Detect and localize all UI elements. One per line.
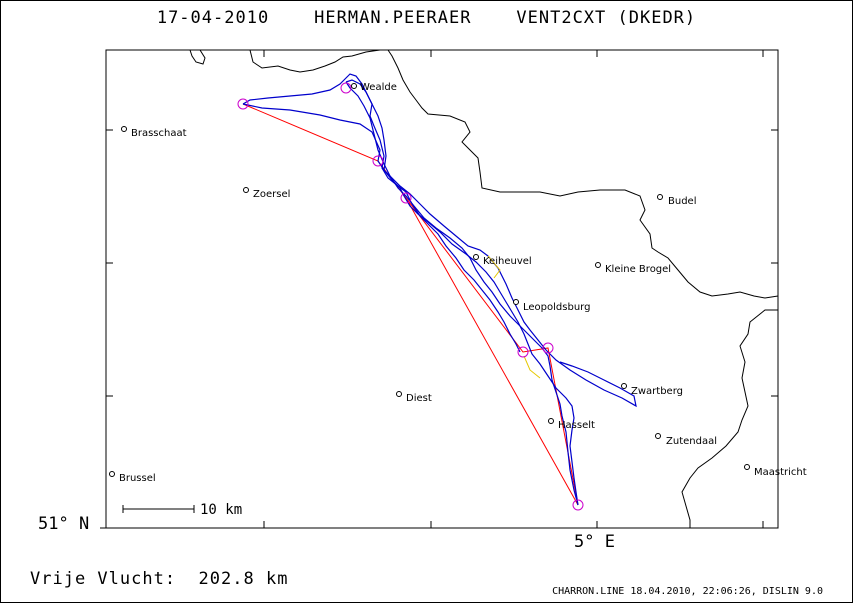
town-label-brasschaat: Brasschaat [131, 128, 187, 139]
plot-area [105, 49, 779, 529]
town-marker-maastricht [744, 464, 750, 470]
turnpoint-2 [340, 82, 352, 94]
latitude-label: 51° N [38, 514, 90, 534]
turnpoint-start [237, 98, 249, 110]
summary-label: Vrije Vlucht: [30, 569, 177, 589]
flight-date: 17-04-2010 [156, 8, 270, 28]
pilot-name: HERMAN.PEERAER [314, 8, 472, 28]
summary-distance: 202.8 km [198, 569, 289, 589]
turnpoint-4 [517, 346, 529, 358]
turnpoint-3 [400, 192, 412, 204]
flight-title: 17-04-2010 HERMAN.PEERAER VENT2CXT (DKED… [0, 8, 853, 28]
town-marker-hasselt [548, 418, 554, 424]
turnpoints [237, 82, 584, 511]
track-gap-2 [523, 355, 541, 379]
town-marker-zwartberg [621, 383, 627, 389]
turnpoint-finish [572, 499, 584, 511]
town-label-zoersel: Zoersel [253, 189, 290, 200]
town-marker-zutendaal [655, 433, 661, 439]
town-marker-brasschaat [121, 126, 127, 132]
town-marker-budel [657, 194, 663, 200]
glider-name: VENT2CXT (DKEDR) [516, 8, 697, 28]
track-gap [487, 255, 501, 279]
town-label-leopoldsburg: Leopoldsburg [523, 302, 590, 313]
town-marker-brussel [109, 471, 115, 477]
town-label-maastricht: Maastricht [754, 467, 807, 478]
town-label-wealde: Wealde [360, 82, 397, 93]
town-label-brussel: Brussel [119, 473, 156, 484]
flight-track-3 [345, 79, 637, 408]
town-marker-kleine-brogel [595, 262, 601, 268]
town-label-kleine-brogel: Kleine Brogel [605, 264, 671, 275]
town-markers [109, 83, 750, 477]
town-marker-diest [396, 391, 402, 397]
longitude-label: 5° E [574, 532, 615, 552]
town-marker-leopoldsburg [513, 299, 519, 305]
axis-ticks [100, 50, 778, 529]
flight-track-4 [242, 73, 521, 353]
town-marker-zoersel [243, 187, 249, 193]
software-credit: CHARRON.LINE 18.04.2010, 22:06:26, DISLI… [552, 586, 823, 597]
turnpoint-5 [542, 342, 554, 354]
town-label-budel: Budel [668, 196, 696, 207]
town-label-hasselt: Hasselt [558, 420, 595, 431]
turnpoint-1 [372, 155, 384, 167]
flight-track [242, 103, 579, 506]
town-label-diest: Diest [406, 393, 432, 404]
town-label-zutendaal: Zutendaal [666, 436, 717, 447]
town-marker-keiheuvel [473, 254, 479, 260]
flight-track-2 [345, 81, 579, 506]
town-label-keiheuvel: Keiheuvel [483, 256, 532, 267]
scale-bar-label: 10 km [200, 502, 242, 518]
flight-summary: Vrije Vlucht: 202.8 km [30, 569, 288, 589]
scale-bar: 10 km [122, 502, 242, 518]
town-label-zwartberg: Zwartberg [631, 386, 683, 397]
town-marker-wealde [351, 83, 357, 89]
country-border [189, 49, 779, 528]
